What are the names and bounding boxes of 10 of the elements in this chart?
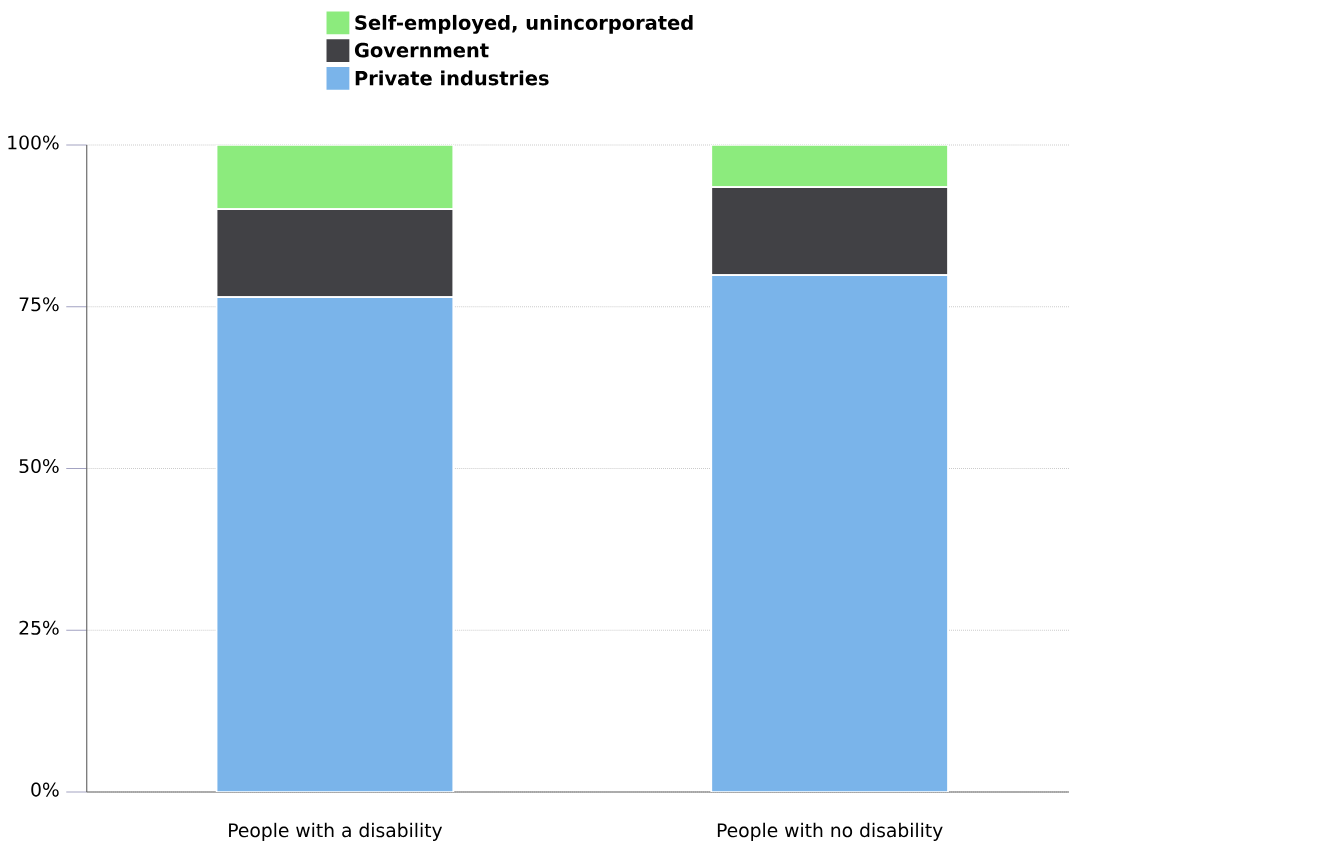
y-tick-label: 50%: [19, 459, 59, 474]
legend-label: Government: [354, 42, 489, 58]
y-tick-label: 100%: [8, 135, 59, 150]
legend-label: Self-employed, unincorporated: [355, 15, 693, 34]
x-tick-label: People with no disability: [717, 822, 943, 842]
legend-label: Private industries: [355, 70, 549, 86]
y-tick-label: 25%: [19, 620, 59, 635]
y-tick-label: 75%: [19, 297, 59, 312]
y-tick-label: 0%: [31, 782, 59, 797]
x-tick-label: People with a disability: [229, 822, 443, 842]
